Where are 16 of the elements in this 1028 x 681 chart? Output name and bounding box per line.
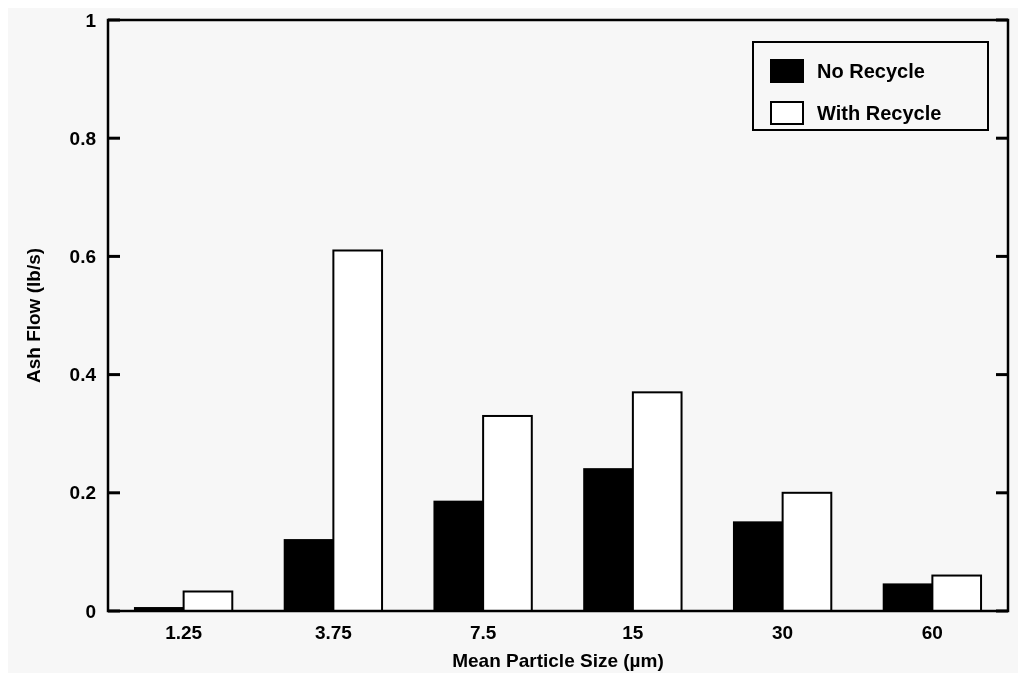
y-axis-title: Ash Flow (lb/s) [23, 247, 44, 384]
legend-label: No Recycle [817, 60, 925, 82]
legend-label: With Recycle [817, 102, 942, 124]
y-tick-label: 0.8 [69, 127, 96, 149]
y-tick-label: 0.6 [69, 246, 96, 268]
x-tick-label: 60 [921, 622, 943, 643]
y-tick-label: 0.2 [69, 482, 96, 504]
y-tick-label: 0.4 [69, 364, 97, 386]
x-tick-label: 7.5 [469, 622, 497, 643]
x-axis-title: Mean Particle Size (µm) [452, 650, 664, 671]
y-tick-label: 1 [85, 9, 97, 31]
x-tick-label: 15 [622, 622, 644, 643]
x-tick-label: 30 [772, 622, 794, 643]
x-tick-label: 3.75 [314, 622, 353, 643]
y-tick-label: 0 [85, 600, 96, 622]
x-tick-label: 1.25 [165, 622, 203, 643]
